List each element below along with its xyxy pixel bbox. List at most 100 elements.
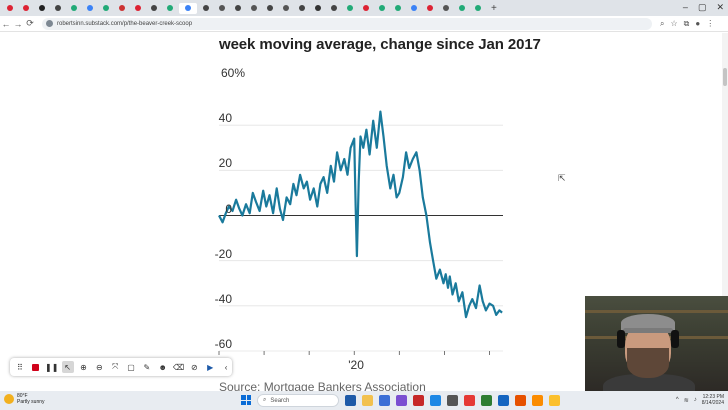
- taskbar-search[interactable]: ⌕ Search: [257, 394, 339, 407]
- menu-icon[interactable]: ⋮: [706, 18, 715, 28]
- taskbar-app-icon[interactable]: [464, 395, 475, 406]
- browser-tab[interactable]: [311, 3, 325, 14]
- y-tick-label: 40: [218, 111, 232, 126]
- taskbar-app-icon[interactable]: [447, 395, 458, 406]
- browser-tab[interactable]: [343, 3, 357, 14]
- browser-toolbar: ← → ⟳ robertsinn.substack.com/p/the-beav…: [0, 16, 728, 32]
- browser-tab[interactable]: [35, 3, 49, 14]
- tab-favicon-icon: [267, 5, 273, 11]
- site-info-icon[interactable]: [46, 20, 53, 27]
- browser-tab[interactable]: [67, 3, 81, 14]
- taskbar-app-icon[interactable]: [515, 395, 526, 406]
- browser-tab[interactable]: [439, 3, 453, 14]
- stop-record-icon[interactable]: [30, 361, 42, 373]
- browser-tab[interactable]: [131, 3, 145, 14]
- tab-favicon-icon: [331, 5, 337, 11]
- browser-tab[interactable]: [423, 3, 437, 14]
- browser-tab[interactable]: [359, 3, 373, 14]
- tab-favicon-icon: [251, 5, 257, 11]
- taskbar-app-icon[interactable]: [430, 395, 441, 406]
- taskbar-app-icon[interactable]: [362, 395, 373, 406]
- browser-tab[interactable]: [99, 3, 113, 14]
- tab-favicon-icon: [363, 5, 369, 11]
- clock[interactable]: 12:23 PM 8/14/2024: [702, 394, 724, 406]
- clear-icon[interactable]: ⊘: [191, 362, 198, 372]
- tab-favicon-icon: [203, 5, 209, 11]
- taskbar-app-icon[interactable]: [481, 395, 492, 406]
- taskbar-app-icon[interactable]: [498, 395, 509, 406]
- tray-chevron-icon[interactable]: ^: [675, 397, 679, 403]
- taskbar-app-icon[interactable]: [345, 395, 356, 406]
- address-bar[interactable]: robertsinn.substack.com/p/the-beaver-cre…: [42, 17, 652, 30]
- browser-tab[interactable]: [247, 3, 261, 14]
- browser-tab[interactable]: [327, 3, 341, 14]
- scrollbar-thumb[interactable]: [723, 68, 727, 86]
- reload-icon[interactable]: ⟳: [26, 18, 34, 28]
- tab-favicon-icon: [459, 5, 465, 11]
- y-tick-label: 20: [218, 156, 232, 171]
- browser-tab[interactable]: [179, 2, 197, 14]
- browser-tab[interactable]: [231, 3, 245, 14]
- browser-tab[interactable]: [147, 3, 161, 14]
- eraser-icon[interactable]: ⌫: [172, 362, 185, 372]
- minimize-icon[interactable]: –: [682, 2, 688, 12]
- browser-tab[interactable]: [375, 3, 389, 14]
- headset-icon: [671, 330, 679, 348]
- forward-icon[interactable]: →: [13, 18, 23, 29]
- weather-temp: 80°F: [17, 393, 28, 399]
- browser-tab[interactable]: [263, 3, 277, 14]
- presenter-beard: [627, 348, 669, 378]
- browser-tab[interactable]: [407, 3, 421, 14]
- browser-tab[interactable]: [455, 3, 469, 14]
- taskbar-app-icon[interactable]: [532, 395, 543, 406]
- tab-strip: +: [0, 0, 728, 16]
- y-tick-label: -60: [214, 337, 232, 351]
- page-scrollbar[interactable]: [722, 33, 728, 390]
- browser-tab[interactable]: [279, 3, 293, 14]
- spotlight-icon[interactable]: ⤧: [111, 362, 119, 371]
- drag-handle-icon[interactable]: ⠿: [16, 362, 23, 372]
- rectangle-icon[interactable]: ▢: [127, 362, 135, 372]
- browser-tab[interactable]: [215, 3, 229, 14]
- taskbar-app-icon[interactable]: [549, 395, 560, 406]
- pointer-icon[interactable]: ↖: [61, 361, 74, 373]
- browser-tab[interactable]: [391, 3, 405, 14]
- weather-desc: Partly sunny: [17, 399, 45, 405]
- taskbar-app-icon[interactable]: [379, 395, 390, 406]
- wifi-icon[interactable]: ≋: [683, 397, 689, 404]
- taskbar-app-icon[interactable]: [413, 395, 424, 406]
- tab-favicon-icon: [135, 5, 141, 11]
- volume-icon[interactable]: ♪: [693, 397, 697, 403]
- browser-tab[interactable]: [199, 3, 213, 14]
- tab-favicon-icon: [235, 5, 241, 11]
- webcam-overlay: [585, 296, 728, 391]
- maximize-icon[interactable]: ▢: [697, 2, 707, 12]
- new-tab-button[interactable]: +: [491, 2, 497, 14]
- browser-tab[interactable]: [83, 3, 97, 14]
- browser-tab[interactable]: [295, 3, 309, 14]
- zoom-icon[interactable]: ⌕: [660, 18, 665, 28]
- browser-tab[interactable]: [51, 3, 65, 14]
- close-icon[interactable]: ✕: [716, 2, 724, 12]
- search-icon: ⌕: [263, 397, 267, 403]
- profile-icon[interactable]: ●: [695, 18, 701, 28]
- windows-start-icon[interactable]: [241, 395, 251, 405]
- browser-tab[interactable]: [163, 3, 177, 14]
- browser-tab[interactable]: [3, 3, 17, 14]
- extensions-icon[interactable]: ⧉: [683, 18, 690, 28]
- zoom-out-icon[interactable]: ⊖: [95, 362, 103, 372]
- back-icon[interactable]: ←: [1, 18, 11, 29]
- collapse-icon[interactable]: ‹: [224, 362, 228, 372]
- browser-tab[interactable]: [115, 3, 129, 14]
- pause-icon[interactable]: ❚❚: [44, 362, 59, 372]
- taskbar-app-icon[interactable]: [396, 395, 407, 406]
- browser-tab[interactable]: [471, 3, 485, 14]
- zoom-in-icon[interactable]: ⊕: [80, 362, 87, 372]
- camera-icon[interactable]: ▶: [207, 362, 214, 372]
- bookmark-star-icon[interactable]: ☆: [670, 18, 678, 28]
- browser-tab[interactable]: [19, 3, 33, 14]
- weather-widget[interactable]: 80°F Partly sunny: [4, 393, 45, 405]
- pen-icon[interactable]: ✎: [143, 362, 151, 372]
- emoji-icon[interactable]: ☻: [158, 362, 167, 372]
